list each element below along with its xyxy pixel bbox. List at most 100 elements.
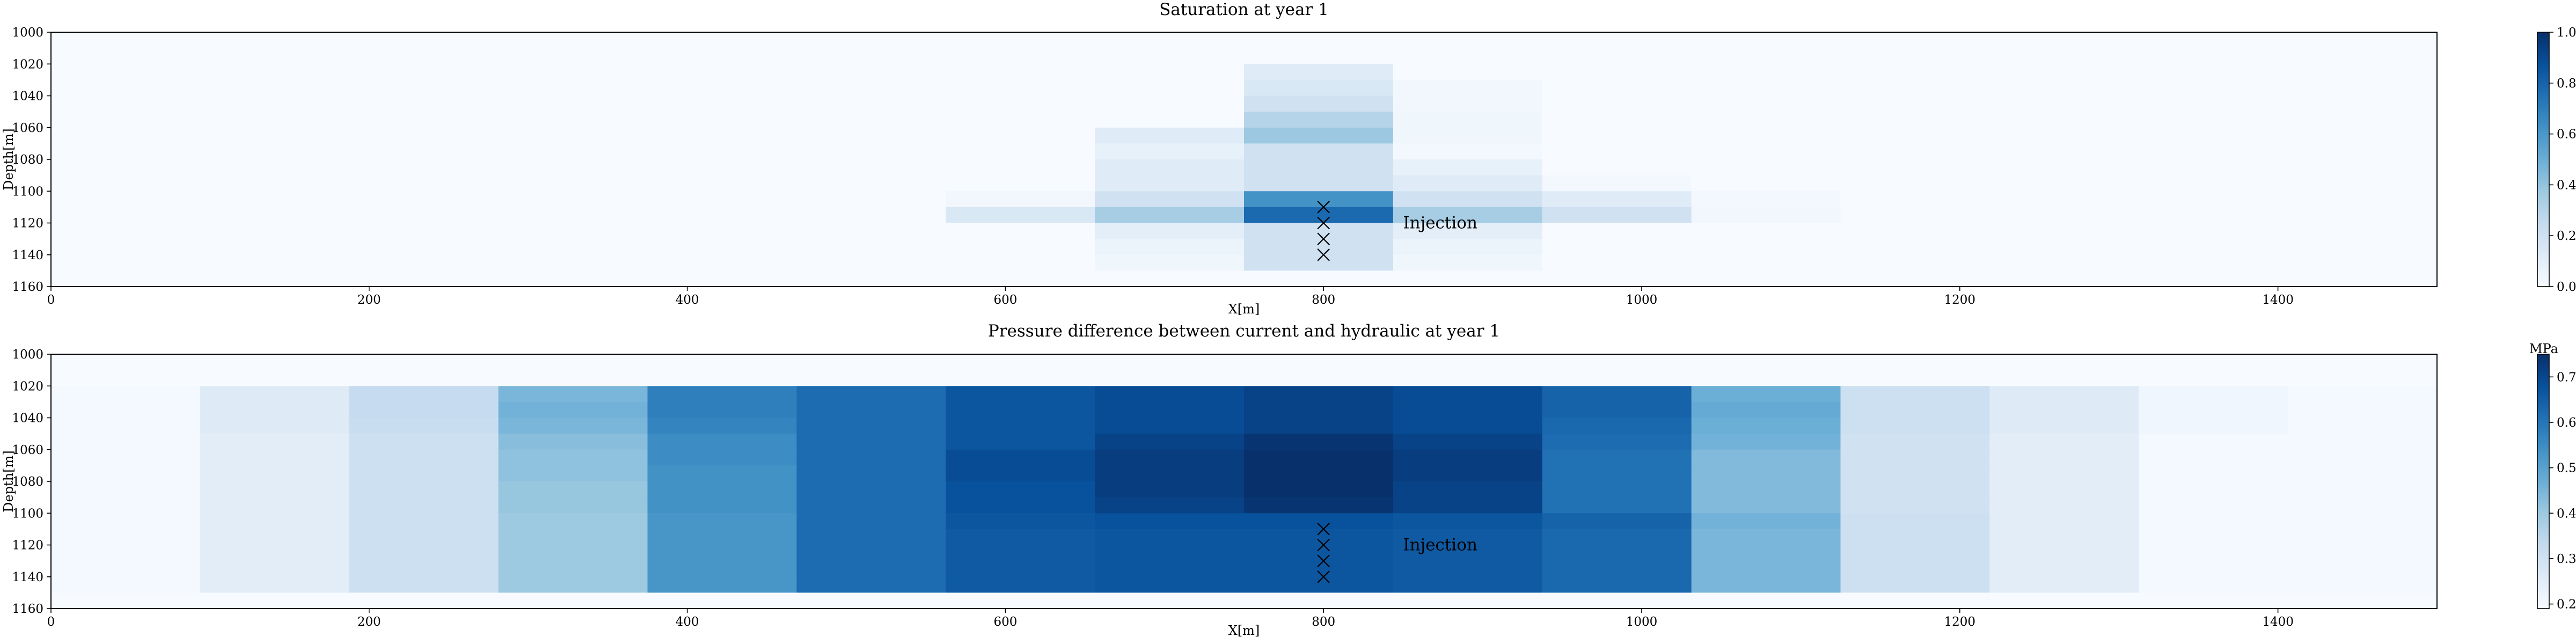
colorbar-gradient-step	[2537, 89, 2549, 92]
heatmap-cell	[1691, 127, 1841, 144]
heatmap-cell	[1095, 561, 1245, 577]
colorbar-gradient-step	[2537, 426, 2549, 429]
heatmap-cell	[51, 112, 201, 128]
heatmap-cell	[1542, 96, 1692, 112]
colorbar-gradient-step	[2537, 178, 2549, 181]
colorbar-gradient-step	[2537, 579, 2549, 582]
heatmap-cell	[647, 223, 797, 239]
heatmap-cell	[1095, 449, 1245, 466]
colorbar-gradient-step	[2537, 422, 2549, 425]
colorbar-gradient-step	[2537, 583, 2549, 586]
colorbar-gradient-step	[2537, 212, 2549, 215]
heatmap-cell	[349, 32, 499, 49]
heatmap-cell	[647, 270, 797, 287]
colorbar-gradient-step	[2537, 250, 2549, 253]
colorbar-gradient-step	[2537, 174, 2549, 177]
heatmap-cell	[498, 159, 648, 176]
heatmap-cell	[51, 545, 201, 561]
colorbar-tick-label: 0.6	[2557, 416, 2576, 430]
heatmap-cell	[1393, 32, 1543, 49]
heatmap-cell	[1691, 270, 1841, 287]
heatmap-cell	[51, 175, 201, 192]
colorbar-frame	[2537, 32, 2550, 287]
heatmap-cell	[349, 223, 499, 239]
heatmap-cell	[498, 513, 648, 530]
heatmap-cell	[349, 143, 499, 160]
heatmap-cell	[647, 159, 797, 176]
heatmap-cell	[349, 175, 499, 192]
heatmap-cell	[1244, 175, 1394, 192]
colorbar-gradient-step	[2537, 100, 2549, 103]
y-tick-label: 1000	[12, 26, 43, 40]
heatmap-cell	[498, 497, 648, 514]
y-tick-label: 1060	[12, 443, 43, 457]
heatmap-cell	[1989, 513, 2139, 530]
heatmap-cell	[647, 529, 797, 546]
heatmap-cell	[51, 159, 201, 176]
heatmap-cell	[1542, 561, 1692, 577]
heatmap-cell	[796, 223, 946, 239]
heatmap-cell	[2139, 112, 2288, 128]
heatmap-cell	[1095, 529, 1245, 546]
heatmap-cell	[200, 223, 350, 239]
heatmap-cell	[1393, 576, 1543, 593]
heatmap-cell	[946, 449, 1095, 466]
heatmap-cell	[1989, 254, 2139, 271]
heatmap-cell	[200, 513, 350, 530]
heatmap-cell	[1393, 545, 1543, 561]
colorbar-gradient-step	[2537, 102, 2549, 105]
y-tick-label: 1120	[12, 539, 43, 553]
heatmap-cell	[51, 481, 201, 498]
heatmap-cell	[349, 561, 499, 577]
heatmap-cell	[1989, 497, 2139, 514]
heatmap-cell	[1095, 64, 1245, 80]
heatmap-cell	[2288, 434, 2438, 450]
colorbar-gradient-step	[2537, 392, 2549, 395]
heatmap-cell	[647, 143, 797, 160]
heatmap-cell	[51, 127, 201, 144]
colorbar-gradient-step	[2537, 407, 2549, 410]
colorbar-gradient-step	[2537, 453, 2549, 457]
heatmap-cell	[200, 576, 350, 593]
heatmap-cell	[1095, 254, 1245, 271]
heatmap-cell	[2288, 223, 2438, 239]
heatmap-cell	[1393, 465, 1543, 482]
colorbar-gradient-step	[2537, 244, 2549, 247]
heatmap-cell	[2139, 64, 2288, 80]
heatmap-cell	[2288, 418, 2438, 434]
heatmap-cell	[1691, 497, 1841, 514]
heatmap-cell	[1989, 401, 2139, 419]
heatmap-cell	[647, 191, 797, 208]
heatmap-cell	[2139, 354, 2288, 371]
heatmap-cell	[647, 576, 797, 593]
colorbar-gradient-step	[2537, 402, 2549, 406]
heatmap-cell	[1691, 223, 1841, 239]
heatmap-cell	[796, 175, 946, 192]
colorbar-gradient-step	[2537, 475, 2549, 478]
colorbar-gradient-step	[2537, 197, 2549, 200]
heatmap-cell	[2288, 48, 2438, 64]
colorbar-gradient-step	[2537, 515, 2549, 518]
colorbar-gradient-step	[2537, 131, 2549, 135]
heatmap-cell	[349, 96, 499, 112]
pressure-y-ticks: 1000 1020 1040 1060 1080 1100 1120 1140 1160	[12, 348, 51, 616]
heatmap-cell	[1542, 592, 1692, 609]
heatmap-cell	[796, 529, 946, 546]
colorbar-gradient-step	[2537, 498, 2549, 501]
colorbar-gradient-step	[2537, 413, 2549, 416]
heatmap-cell	[1095, 175, 1245, 192]
heatmap-cell	[946, 592, 1095, 609]
heatmap-cell	[1691, 481, 1841, 498]
heatmap-cell	[946, 207, 1095, 224]
pressure-x-ticks: 0 200 400 600 800 1000 1200 1400	[47, 609, 2294, 629]
heatmap-cell	[796, 207, 946, 224]
x-tick-label: 0	[47, 615, 55, 629]
heatmap-cell	[1691, 191, 1841, 208]
colorbar-gradient-step	[2537, 98, 2549, 101]
colorbar-tick-label: 0.3	[2557, 552, 2576, 566]
heatmap-cell	[1989, 112, 2139, 128]
colorbar-gradient-step	[2537, 460, 2549, 463]
heatmap-cell	[200, 354, 350, 371]
heatmap-cell	[1691, 143, 1841, 160]
x-tick-label: 1400	[2262, 615, 2294, 629]
